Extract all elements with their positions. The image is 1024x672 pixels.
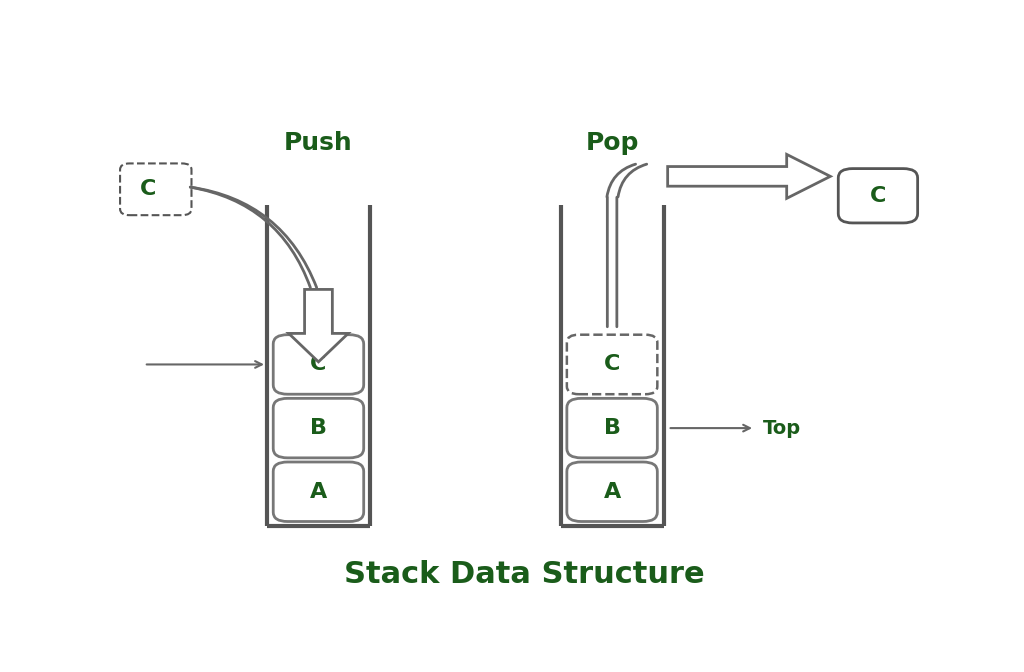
Text: C: C <box>139 179 156 200</box>
Text: Push: Push <box>284 131 353 155</box>
FancyBboxPatch shape <box>567 398 657 458</box>
Text: A: A <box>603 482 621 502</box>
FancyBboxPatch shape <box>273 335 364 394</box>
Text: C: C <box>310 354 327 374</box>
Text: Pop: Pop <box>586 131 639 155</box>
Text: A: A <box>310 482 327 502</box>
FancyArrowPatch shape <box>190 187 316 288</box>
Text: C: C <box>869 185 886 206</box>
FancyBboxPatch shape <box>839 169 918 223</box>
FancyBboxPatch shape <box>567 335 657 394</box>
Text: B: B <box>310 418 327 438</box>
Text: Top: Top <box>763 419 801 437</box>
Text: Stack Data Structure: Stack Data Structure <box>344 560 706 589</box>
FancyArrowPatch shape <box>190 187 310 288</box>
FancyBboxPatch shape <box>273 462 364 521</box>
FancyBboxPatch shape <box>273 398 364 458</box>
Polygon shape <box>289 290 348 362</box>
Text: C: C <box>604 354 621 374</box>
FancyArrowPatch shape <box>607 164 636 197</box>
FancyBboxPatch shape <box>567 462 657 521</box>
Text: B: B <box>603 418 621 438</box>
Polygon shape <box>668 155 830 198</box>
FancyArrowPatch shape <box>618 164 647 197</box>
FancyBboxPatch shape <box>120 163 191 215</box>
